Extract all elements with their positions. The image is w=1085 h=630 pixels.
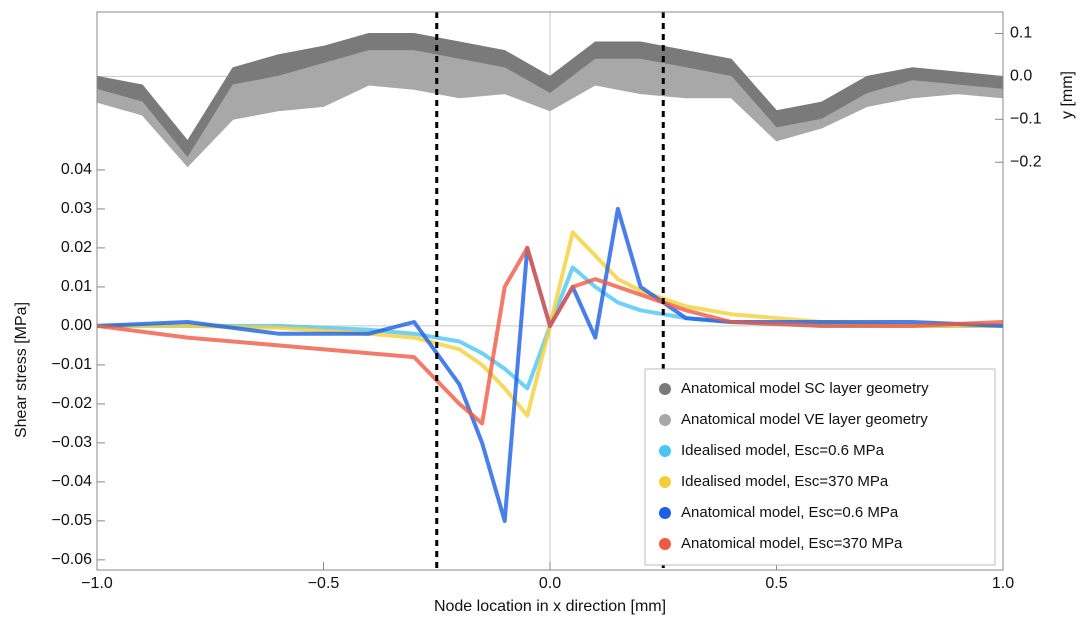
legend-box	[644, 368, 996, 566]
y-tick-label: −0.05	[52, 512, 93, 529]
x-tick-label: −1.0	[81, 575, 113, 592]
x-axis-label: Node location in x direction [mm]	[434, 598, 666, 615]
legend-marker	[659, 507, 671, 519]
legend-label: Anatomical model, Esc=0.6 MPa	[681, 504, 899, 521]
legend-marker	[659, 538, 671, 550]
y2-tick-label: 0.0	[1010, 68, 1032, 85]
y-tick-label: 0.04	[61, 161, 92, 178]
legend-marker	[659, 445, 671, 457]
y-tick-label: 0.01	[61, 278, 92, 295]
y-tick-label: −0.06	[52, 551, 93, 568]
y2-tick-label: −0.2	[1010, 153, 1042, 170]
y-tick-label: 0.00	[61, 317, 92, 334]
legend-marker	[659, 383, 671, 395]
legend-marker	[659, 476, 671, 488]
y2-axis-label: y [mm]	[1059, 71, 1076, 119]
x-tick-label: 0.0	[539, 575, 561, 592]
x-tick-label: 1.0	[992, 575, 1014, 592]
y-tick-label: −0.04	[52, 473, 93, 490]
legend-label: Idealised model, Esc=0.6 MPa	[681, 442, 885, 459]
y2-tick-label: 0.1	[1010, 25, 1032, 42]
legend-marker	[659, 414, 671, 426]
y-tick-label: −0.01	[52, 356, 93, 373]
y2-tick-label: −0.1	[1010, 111, 1042, 128]
y-axis-label: Shear stress [MPa]	[13, 302, 30, 438]
legend-label: Idealised model, Esc=370 MPa	[681, 473, 889, 490]
series-line	[96, 245, 1004, 426]
legend-label: Anatomical model, Esc=370 MPa	[681, 535, 903, 552]
x-tick-label: 0.5	[765, 575, 787, 592]
legend-label: Anatomical model VE layer geometry	[681, 411, 928, 428]
y-tick-label: 0.02	[61, 239, 92, 256]
x-tick-label: −0.5	[308, 575, 340, 592]
y-tick-label: −0.02	[52, 395, 93, 412]
y-tick-label: −0.03	[52, 434, 93, 451]
legend: Anatomical model SC layer geometry Anatom…	[644, 368, 996, 566]
legend-label: Anatomical model SC layer geometry	[681, 380, 929, 397]
y-tick-label: 0.03	[61, 200, 92, 217]
